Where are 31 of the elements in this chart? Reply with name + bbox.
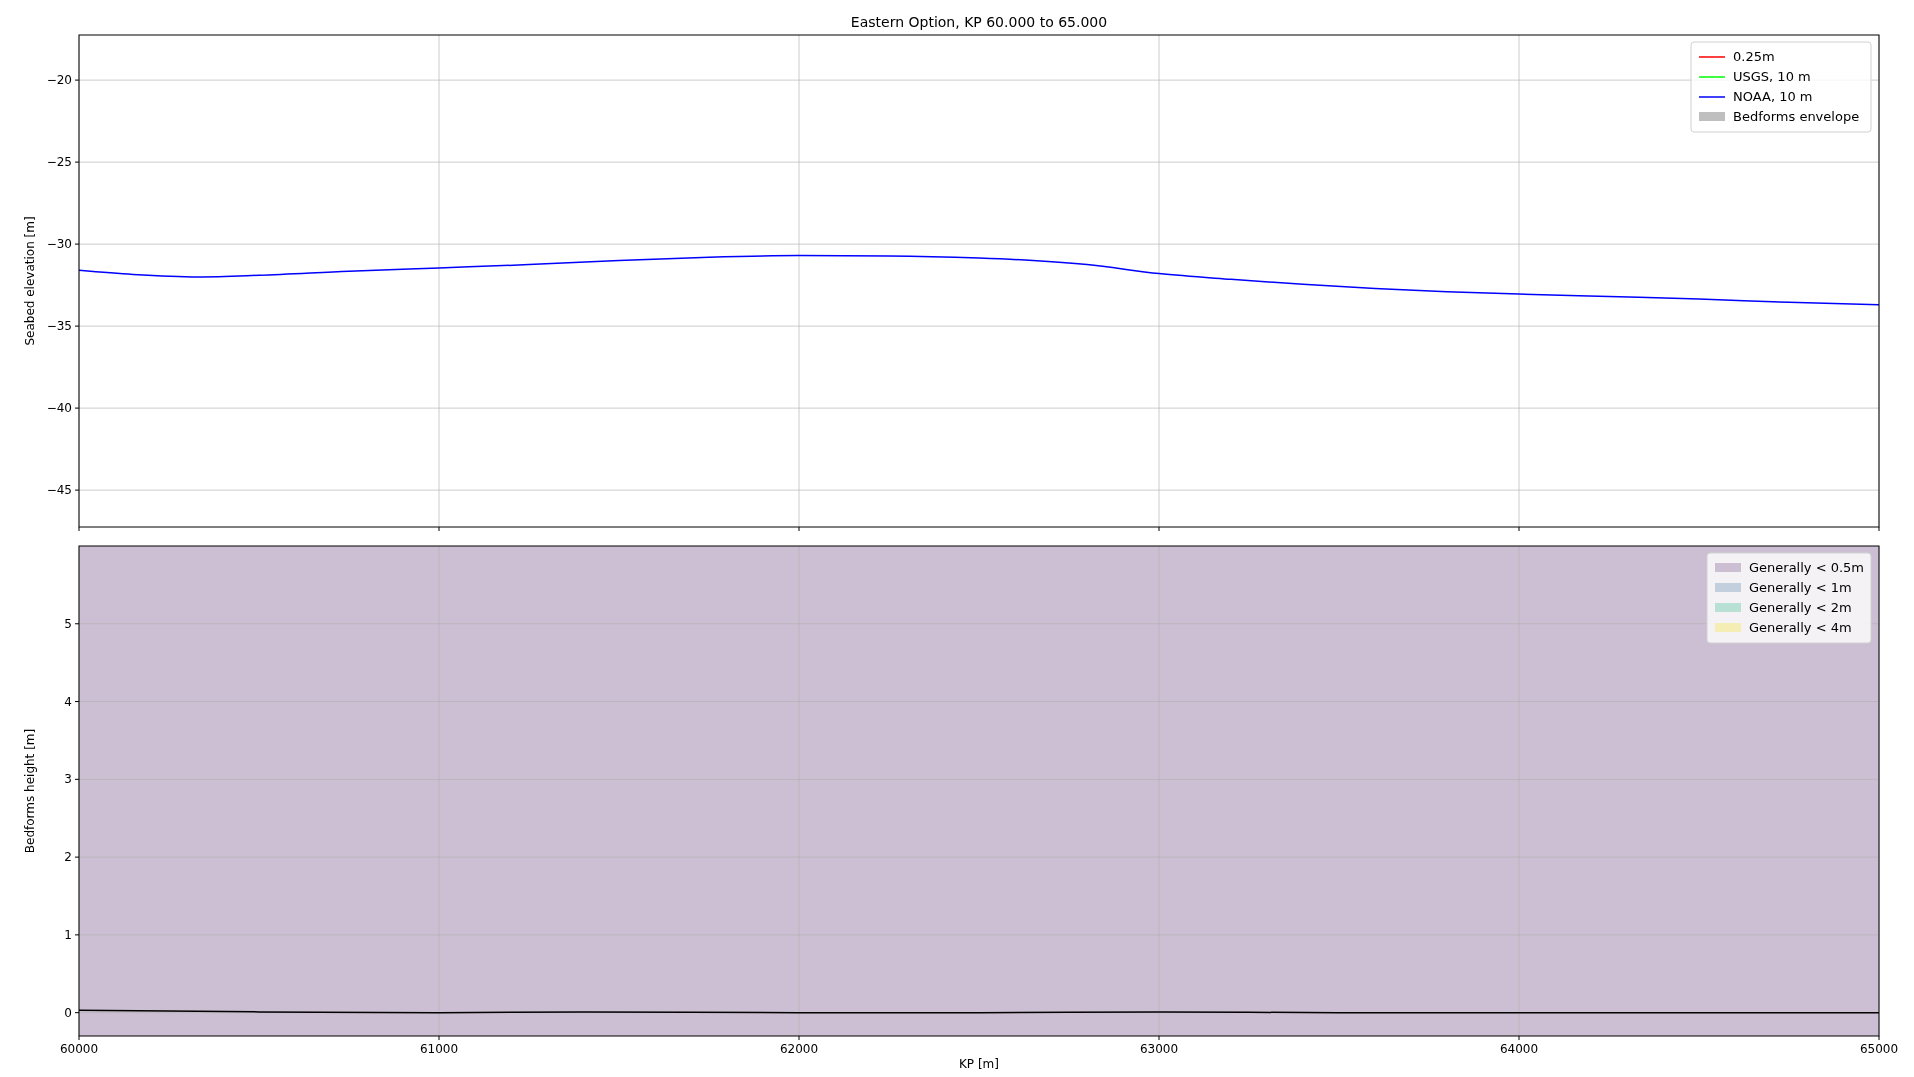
y-tick-label: 2: [64, 850, 72, 865]
y-tick-label: −45: [46, 483, 72, 498]
y-tick-label: 0: [64, 1005, 72, 1020]
legend-label: USGS, 10 m: [1733, 69, 1811, 84]
x-tick-label: 60000: [59, 1042, 99, 1056]
y-axis-title: Seabed elevation [m]: [23, 216, 37, 346]
legend-label: Generally < 4m: [1749, 620, 1852, 635]
legend-label: NOAA, 10 m: [1733, 89, 1813, 104]
y-tick-label: −40: [46, 401, 72, 416]
x-tick-label: 61000: [419, 1042, 459, 1056]
legend-label: Generally < 2m: [1749, 600, 1852, 615]
y-tick-label: −35: [46, 319, 72, 334]
x-axis-title: KP [m]: [959, 1057, 999, 1071]
chart-title: Eastern Option, KP 60.000 to 65.000: [850, 14, 1108, 30]
band-label: Generally < 0.5m: [1749, 560, 1865, 575]
y-tick-label: 4: [64, 694, 72, 709]
legend-label: 0.25m: [1733, 49, 1775, 64]
y-tick-label: 3: [64, 772, 72, 787]
y-tick-label: −25: [46, 155, 72, 170]
y-tick-label: −20: [46, 73, 72, 88]
y-tick-label: 1: [64, 927, 72, 942]
y-tick-label: 5: [64, 616, 72, 631]
line-series: [78, 254, 1880, 306]
y-tick-label: −30: [46, 237, 72, 252]
x-tick-label: 64000: [1499, 1042, 1539, 1056]
y-axis-title: Bedforms height [m]: [23, 728, 37, 854]
legend-label: Generally < 1m: [1749, 580, 1852, 595]
legend-label: Bedforms envelope: [1733, 109, 1860, 124]
x-tick-label: 62000: [779, 1042, 819, 1056]
x-tick-label: 65000: [1859, 1042, 1899, 1056]
x-tick-label: 63000: [1139, 1042, 1179, 1056]
